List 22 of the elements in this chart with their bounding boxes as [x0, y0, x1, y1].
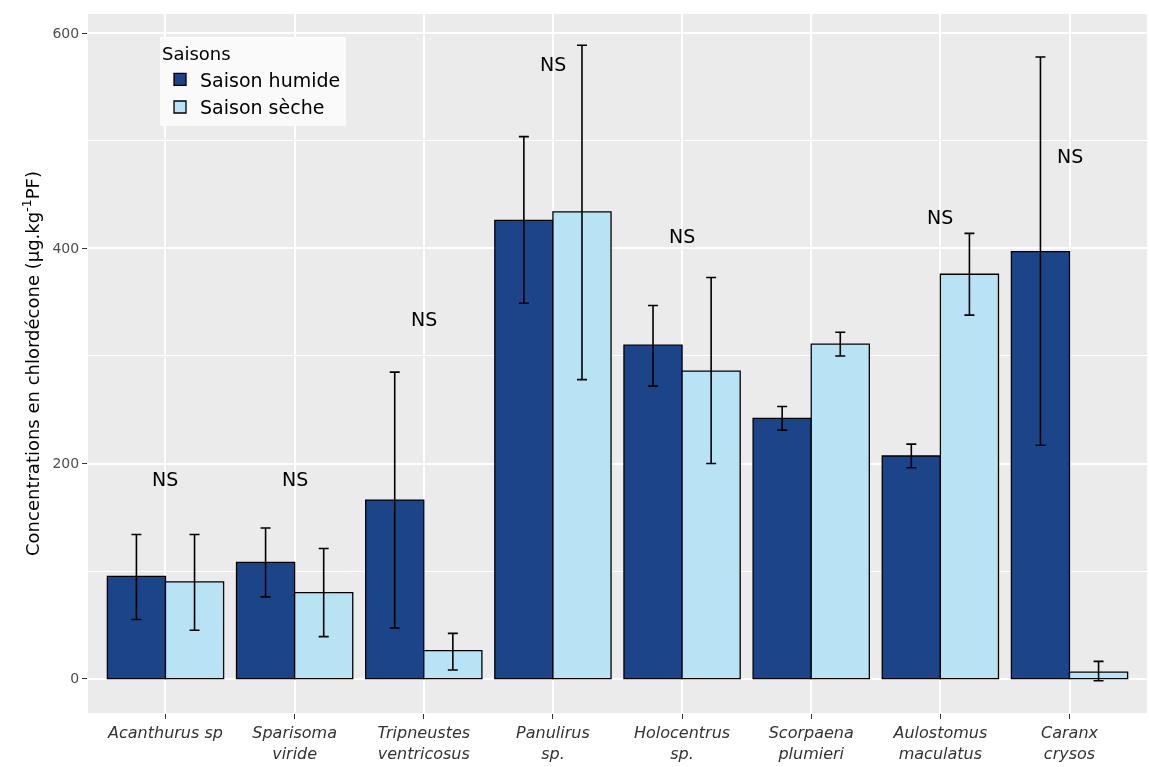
annotation: NS [927, 206, 954, 228]
x-tick-label: Panulirus sp. [516, 723, 590, 763]
annotation: NS [540, 53, 567, 75]
y-tick-label: 0 [70, 670, 80, 687]
annotation: NS [1057, 145, 1084, 167]
x-tick-label: Tripneustes ventricosus [377, 723, 471, 763]
x-tick-label: Sparisoma viride [252, 723, 337, 763]
legend-title: Saisons [162, 43, 231, 65]
x-tick-label: Holocentrus sp. [633, 723, 731, 763]
y-tick-label: 600 [52, 25, 80, 42]
legend-label: Saison sèche [200, 96, 325, 119]
y-tick-label: 200 [52, 455, 80, 472]
annotation: NS [669, 225, 696, 247]
y-tick-label: 400 [52, 240, 80, 257]
x-tick-label: Aulostomus maculatus [892, 723, 988, 763]
x-tick-label: Caranx crysos [1041, 723, 1099, 763]
legend-label: Saison humide [200, 68, 341, 91]
x-tick-label: Scorpaena plumieri [768, 723, 854, 763]
x-tick-label: Acanthurus sp [107, 723, 223, 743]
annotation: NS [152, 468, 179, 490]
annotation: NS [282, 468, 309, 490]
annotation: NS [411, 308, 438, 330]
